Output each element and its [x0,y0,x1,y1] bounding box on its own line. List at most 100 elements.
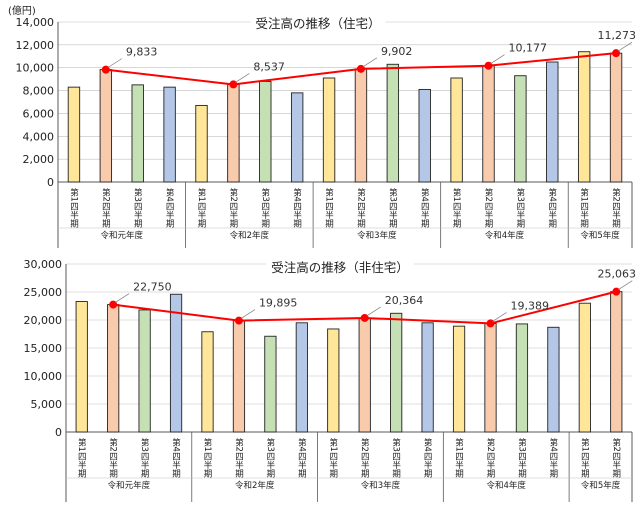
x-quarter-label: 第3四半期 [132,187,142,228]
data-label-leader [618,280,633,290]
x-quarter-label: 第4四半期 [292,187,302,228]
x-quarter-label: 第1四半期 [454,437,464,478]
data-label: 9,833 [126,46,158,59]
y-tick-label: 14,000 [16,16,55,29]
x-group-label: 令和元年度 [101,230,144,241]
x-quarter-label: 第2四半期 [359,437,369,478]
bar [546,61,559,183]
bar [169,293,183,433]
bar [259,80,272,183]
x-quarter-label: 第4四半期 [422,437,432,478]
y-tick-label: 0 [55,426,62,439]
x-quarter-label: 第2四半期 [483,187,493,228]
x-quarter-label: 第1四半期 [579,437,589,478]
x-quarter-label: 第2四半期 [108,437,118,478]
x-quarter-label: 第1四半期 [68,187,78,228]
data-label: 11,273 [598,29,637,42]
bar [201,331,214,433]
bar [290,92,304,183]
bar [514,75,527,183]
bar [482,65,495,183]
x-quarter-label: 第2四半期 [611,437,621,478]
bar [577,51,591,183]
data-label: 25,063 [598,268,637,281]
x-quarter-label: 第3四半期 [516,437,526,478]
x-quarter-label: 第3四半期 [387,187,397,228]
data-label-leader [240,309,256,319]
x-quarter-label: 第4四半期 [419,187,429,228]
x-quarter-label: 第2四半期 [355,187,365,228]
bar [610,291,623,433]
y-tick-label: 0 [47,176,54,189]
data-label-leader [107,58,123,68]
bar [484,322,497,433]
bar [295,322,308,433]
x-quarter-label: 第3四半期 [391,437,401,478]
bar [195,104,208,183]
chart-title-background [266,259,414,276]
bar [163,86,176,183]
x-group-label: 令和4年度 [487,480,527,491]
bar [75,301,88,433]
x-quarter-label: 第3四半期 [260,187,270,228]
x-group-label: 令和2年度 [230,230,270,241]
x-quarter-label: 第1四半期 [196,187,206,228]
bar [450,77,463,183]
x-group-label: 令和5年度 [581,480,621,491]
x-quarter-label: 第1四半期 [202,437,212,478]
x-quarter-label: 第2四半期 [611,187,621,228]
bar [227,83,240,183]
data-label-leader [492,312,507,322]
y-unit-label: (億円) [8,4,36,17]
x-group-label: 令和4年度 [485,230,525,241]
x-quarter-label: 第2四半期 [228,187,238,228]
y-tick-label: 12,000 [16,39,55,52]
y-tick-label: 10,000 [16,62,55,75]
chart-panel-1: 0 2,000 4,000 6,000 8,000 10,000 12,000 14,000 受… [8,4,636,248]
x-group-label: 令和3年度 [357,230,397,241]
x-quarter-label: 第3四半期 [265,437,275,478]
bar [609,52,623,183]
y-tick-label: 4,000 [23,130,55,143]
x-quarter-label: 第4四半期 [164,187,174,228]
bar [322,77,336,183]
y-tick-label: 8,000 [23,85,55,98]
data-label-leader [366,306,381,317]
bar [99,69,113,183]
x-quarter-label: 第1四半期 [328,437,338,478]
bar [232,320,246,433]
x-quarter-label: 第2四半期 [485,437,495,478]
x-quarter-label: 第4四半期 [296,437,306,478]
x-quarter-label: 第2四半期 [100,187,110,228]
data-label: 19,389 [511,299,550,312]
bar [67,86,81,183]
chart-title: 受注高の推移（住宅） [255,16,380,31]
x-quarter-label: 第4四半期 [548,437,558,478]
y-tick-label: 20,000 [24,314,63,327]
bar [354,68,368,183]
x-quarter-label: 第1四半期 [76,437,86,478]
y-tick-label: 6,000 [23,107,55,120]
data-label: 20,364 [385,294,424,307]
bar [327,328,340,433]
y-tick-label: 25,000 [24,286,63,299]
x-quarter-label: 第3四半期 [139,437,149,478]
x-quarter-label: 第1四半期 [451,187,461,228]
bar [421,322,434,433]
data-label: 10,177 [509,42,548,55]
chart-panel-2: 0 5,000 10,000 15,000 20,000 25,000 30,000 受注高の… [24,258,637,502]
y-tick-label: 10,000 [24,370,63,383]
data-label-leader [490,54,505,64]
data-label: 9,902 [381,45,413,58]
data-label: 8,537 [253,60,285,73]
data-label-leader [114,293,130,303]
x-quarter-label: 第4四半期 [547,187,557,228]
bar [515,323,529,433]
bar [358,317,371,433]
bar [138,309,151,433]
data-label: 22,750 [133,281,172,294]
data-label: 19,895 [259,297,298,310]
y-tick-label: 2,000 [23,153,55,166]
